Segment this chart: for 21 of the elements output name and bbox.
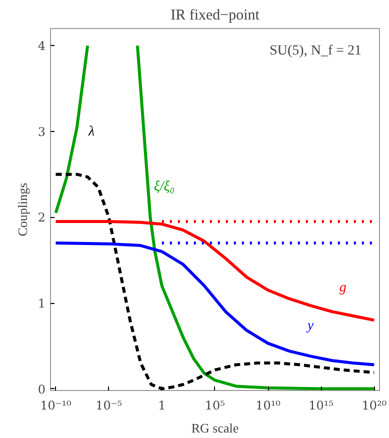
y-tick-label: 2 bbox=[38, 210, 46, 225]
x-tick-label: 10⁵ bbox=[204, 398, 226, 412]
y-axis-title: Couplings bbox=[14, 182, 30, 236]
x-tick-label: 10⁻¹⁰ bbox=[40, 398, 72, 412]
series-label: ξ/ξ₀ bbox=[154, 180, 175, 195]
x-tick-label: 10¹⁵ bbox=[308, 398, 334, 412]
y-tick-label: 1 bbox=[38, 296, 46, 310]
line-series bbox=[54, 44, 90, 214]
y-tick-label: 4 bbox=[38, 39, 46, 54]
series-label: g bbox=[339, 280, 346, 296]
chart-title: IR fixed−point bbox=[170, 8, 260, 24]
annotation: SU(5), N_f = 21 bbox=[270, 44, 362, 58]
x-tick-label: 10²⁰ bbox=[362, 398, 387, 412]
x-tick-label: 1 bbox=[158, 398, 166, 412]
y-tick-label: 0 bbox=[38, 382, 46, 396]
x-tick-label: 10⁻⁵ bbox=[96, 398, 122, 412]
text: λ bbox=[88, 124, 95, 140]
series-label: y bbox=[305, 318, 314, 334]
x-tick-label: 10¹⁰ bbox=[256, 398, 281, 412]
y-tick-label: 3 bbox=[38, 124, 46, 139]
x-axis-title: RG scale bbox=[191, 420, 239, 436]
